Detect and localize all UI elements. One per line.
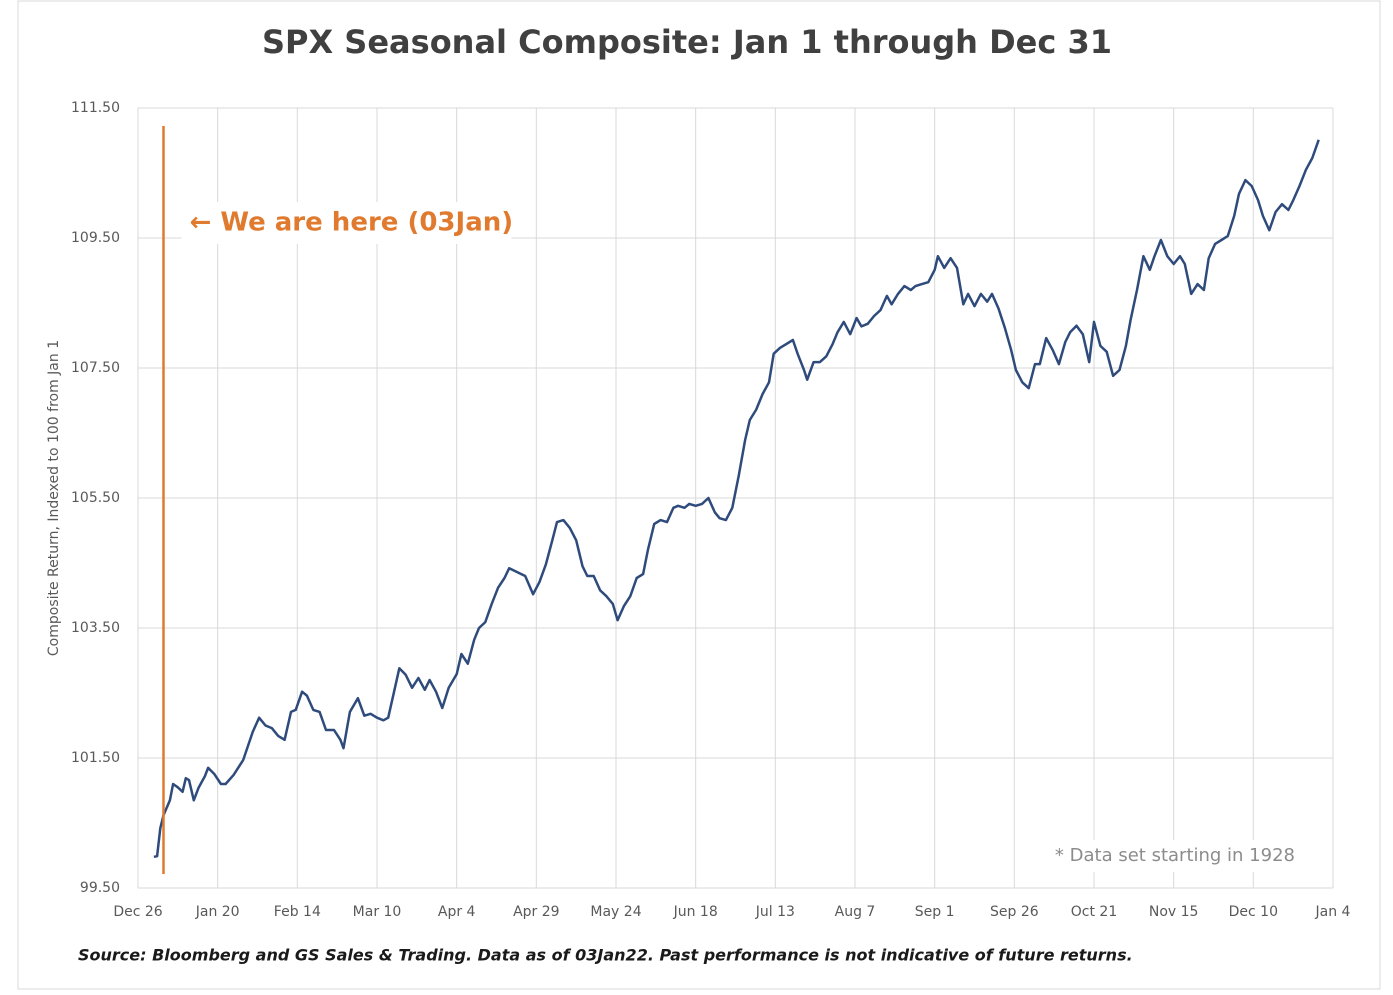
chart-frame — [17, 0, 1381, 990]
x-tick-label: Sep 26 — [990, 904, 1039, 920]
y-tick-label: 107.50 — [71, 360, 120, 376]
source-note: Source: Bloomberg and GS Sales & Trading… — [78, 946, 1133, 965]
x-tick-label: Jan 20 — [195, 904, 240, 920]
annotation: * Data set starting in 1928 — [1055, 845, 1295, 866]
marker-label-box — [181, 202, 512, 244]
x-tick-label: Oct 21 — [1071, 904, 1117, 920]
x-tick-label: Apr 29 — [513, 904, 559, 920]
y-tick-label: 111.50 — [71, 100, 120, 116]
y-tick-label: 101.50 — [71, 750, 120, 766]
x-tick-label: May 24 — [590, 904, 641, 920]
y-tick-label: 105.50 — [71, 490, 120, 506]
x-tick-label: Jun 18 — [673, 904, 718, 920]
x-tick-label: Jul 13 — [755, 904, 795, 920]
x-tick-label: Mar 10 — [353, 904, 402, 920]
annotation-box — [1058, 840, 1308, 872]
chart-title: SPX Seasonal Composite: Jan 1 through De… — [262, 23, 1112, 61]
series-line — [153, 139, 1320, 859]
marker-label: ← We are here (03Jan) — [189, 208, 513, 238]
y-axis-label: Composite Return, Indexed to 100 from Ja… — [46, 340, 62, 656]
x-tick-label: Nov 15 — [1149, 904, 1199, 920]
y-tick-label: 109.50 — [71, 230, 120, 246]
x-tick-label: Dec 26 — [113, 904, 162, 920]
y-tick-label: 99.50 — [80, 880, 120, 896]
x-tick-label: Aug 7 — [835, 904, 876, 920]
y-tick-label: 103.50 — [71, 620, 120, 636]
plot — [153, 126, 1320, 874]
x-tick-label: Jan 4 — [1315, 904, 1351, 920]
x-tick-label: Feb 14 — [274, 904, 321, 920]
x-tick-label: Apr 4 — [438, 904, 476, 920]
x-tick-label: Sep 1 — [915, 904, 955, 920]
x-tick-label: Dec 10 — [1229, 904, 1278, 920]
